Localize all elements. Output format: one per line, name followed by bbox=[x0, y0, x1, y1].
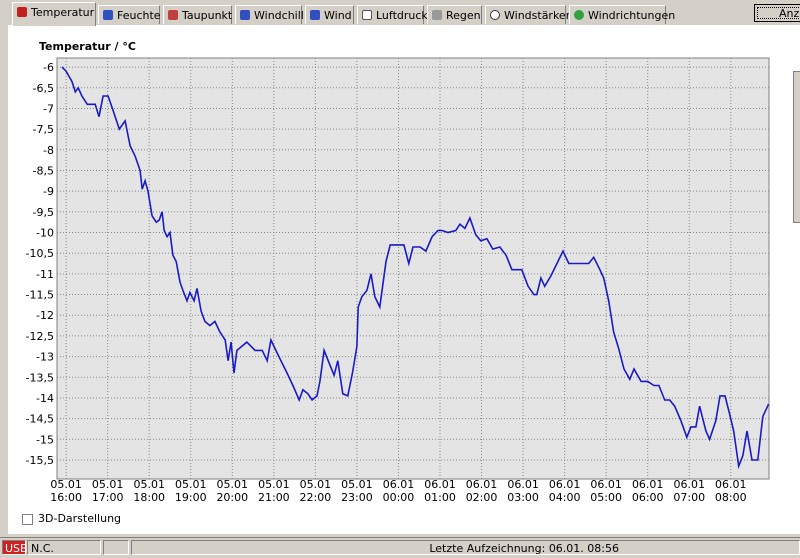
x-tick-label: 05.01 bbox=[133, 478, 165, 491]
tab-label: Regen bbox=[446, 9, 481, 22]
x-tick-label: 00:00 bbox=[383, 491, 415, 504]
tab[interactable]: Regen bbox=[427, 5, 482, 24]
x-tick-label: 19:00 bbox=[175, 491, 207, 504]
y-tick-label: -8,5 bbox=[33, 164, 54, 177]
x-tick-label: 06.01 bbox=[507, 478, 539, 491]
x-tick-label: 06.01 bbox=[632, 478, 664, 491]
x-tick-label: 18:00 bbox=[133, 491, 165, 504]
button-label: Anz bbox=[779, 7, 800, 20]
x-tick-label: 05.01 bbox=[341, 478, 373, 491]
x-tick-label: 08:00 bbox=[715, 491, 747, 504]
y-tick-label: -9 bbox=[43, 185, 54, 198]
y-tick-label: -7,5 bbox=[33, 123, 54, 136]
plot-area bbox=[56, 57, 770, 480]
tab[interactable]: Windstärken bbox=[485, 5, 573, 24]
tab-label: Taupunkt bbox=[182, 9, 233, 22]
tab-label: Windrichtungen bbox=[588, 9, 676, 22]
y-tick-label: -11,5 bbox=[26, 289, 54, 302]
y-tick-label: -9,5 bbox=[33, 206, 54, 219]
y-tick-label: -12 bbox=[36, 309, 54, 322]
connection-status: N.C. bbox=[27, 540, 101, 555]
x-tick-label: 05.01 bbox=[217, 478, 249, 491]
x-tick-label: 05.01 bbox=[258, 478, 290, 491]
x-tick-label: 03:00 bbox=[507, 491, 539, 504]
x-tick-label: 06:00 bbox=[632, 491, 664, 504]
tab[interactable]: Temperatur bbox=[12, 2, 96, 26]
y-tick-label: -6 bbox=[43, 61, 54, 74]
tab-label: Windchill bbox=[254, 9, 304, 22]
x-tick-label: 01:00 bbox=[424, 491, 456, 504]
x-tick-label: 06.01 bbox=[549, 478, 581, 491]
x-tick-label: 06.01 bbox=[715, 478, 747, 491]
x-tick-label: 04:00 bbox=[549, 491, 581, 504]
tab[interactable]: Taupunkt bbox=[163, 5, 232, 24]
x-tick-label: 06.01 bbox=[673, 478, 705, 491]
y-tick-label: -10 bbox=[36, 227, 54, 240]
line bbox=[61, 66, 770, 470]
x-tick-label: 22:00 bbox=[300, 491, 332, 504]
usb-indicator: USB bbox=[2, 540, 28, 555]
tab[interactable]: Windrichtungen bbox=[569, 5, 675, 24]
tab-label: Temperatur bbox=[31, 6, 95, 19]
x-tick-label: 23:00 bbox=[341, 491, 373, 504]
y-tick-label: -14,5 bbox=[26, 413, 54, 426]
tab-label: Wind bbox=[324, 9, 352, 22]
tab[interactable]: Feuchte bbox=[98, 5, 161, 24]
x-tick-label: 05:00 bbox=[590, 491, 622, 504]
tab[interactable]: Luftdruck bbox=[357, 5, 428, 24]
y-tick-label: -7 bbox=[43, 102, 54, 115]
x-tick-label: 17:00 bbox=[92, 491, 124, 504]
y-tick-label: -11 bbox=[36, 268, 54, 281]
status-cell bbox=[103, 540, 129, 555]
tab-label: Windstärken bbox=[504, 9, 573, 22]
last-record: Letzte Aufzeichnung: 06.01. 08:56 bbox=[131, 540, 800, 555]
x-tick-label: 05.01 bbox=[175, 478, 207, 491]
y-tick-label: -6,5 bbox=[33, 82, 54, 95]
y-tick-label: -12,5 bbox=[26, 330, 54, 343]
status-bar: USB N.C. Letzte Aufzeichnung: 06.01. 08:… bbox=[0, 537, 800, 558]
y-tick-label: -8 bbox=[43, 144, 54, 157]
tab-label: Luftdruck bbox=[376, 9, 428, 22]
x-tick-label: 21:00 bbox=[258, 491, 290, 504]
button[interactable]: Anz bbox=[754, 4, 800, 22]
y-tick-label: -13,5 bbox=[26, 371, 54, 384]
chart-panel: Temperatur / °C -6 -6,5 -7 -7,5 -8 -8,5 -9 -9,5… bbox=[8, 25, 800, 534]
x-tick-label: 16:00 bbox=[50, 491, 82, 504]
x-tick-label: 07:00 bbox=[673, 491, 705, 504]
checkbox-label: 3D-Darstellung bbox=[38, 512, 122, 525]
y-tick-label: -13 bbox=[36, 351, 54, 364]
y-tick-label: -15 bbox=[36, 433, 54, 446]
x-tick-label: 05.01 bbox=[92, 478, 124, 491]
x-tick-label: 06.01 bbox=[383, 478, 415, 491]
x-tick-label: 05.01 bbox=[50, 478, 82, 491]
y-tick-label: -14 bbox=[36, 392, 54, 405]
x-tick-label: 06.01 bbox=[590, 478, 622, 491]
checkbox[interactable] bbox=[22, 514, 33, 525]
side-panel bbox=[793, 71, 800, 223]
tab[interactable]: Windchill bbox=[235, 5, 304, 24]
x-tick-label: 06.01 bbox=[466, 478, 498, 491]
tab[interactable]: Wind bbox=[305, 5, 354, 24]
chart: Temperatur / °C -6 -6,5 -7 -7,5 -8 -8,5 -9 -9,5… bbox=[26, 40, 770, 504]
tab-label: Feuchte bbox=[117, 9, 161, 22]
y-tick-label: -10,5 bbox=[26, 247, 54, 260]
x-tick-label: 05.01 bbox=[300, 478, 332, 491]
x-tick-label: 06.01 bbox=[424, 478, 456, 491]
y-tick-label: -15,5 bbox=[26, 454, 54, 467]
x-tick-label: 20:00 bbox=[216, 491, 248, 504]
y-axis-title: Temperatur / °C bbox=[39, 40, 136, 53]
x-tick-label: 02:00 bbox=[466, 491, 498, 504]
